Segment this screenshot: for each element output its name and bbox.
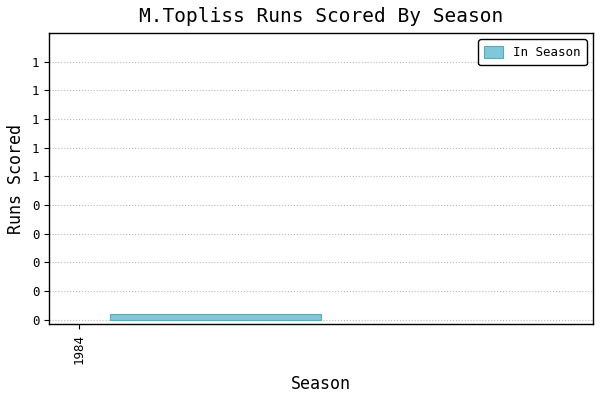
Bar bbox=[110, 314, 321, 320]
Title: M.Topliss Runs Scored By Season: M.Topliss Runs Scored By Season bbox=[139, 7, 503, 26]
Legend: In Season: In Season bbox=[478, 39, 587, 66]
X-axis label: Season: Season bbox=[291, 375, 351, 393]
Y-axis label: Runs Scored: Runs Scored bbox=[7, 124, 25, 234]
